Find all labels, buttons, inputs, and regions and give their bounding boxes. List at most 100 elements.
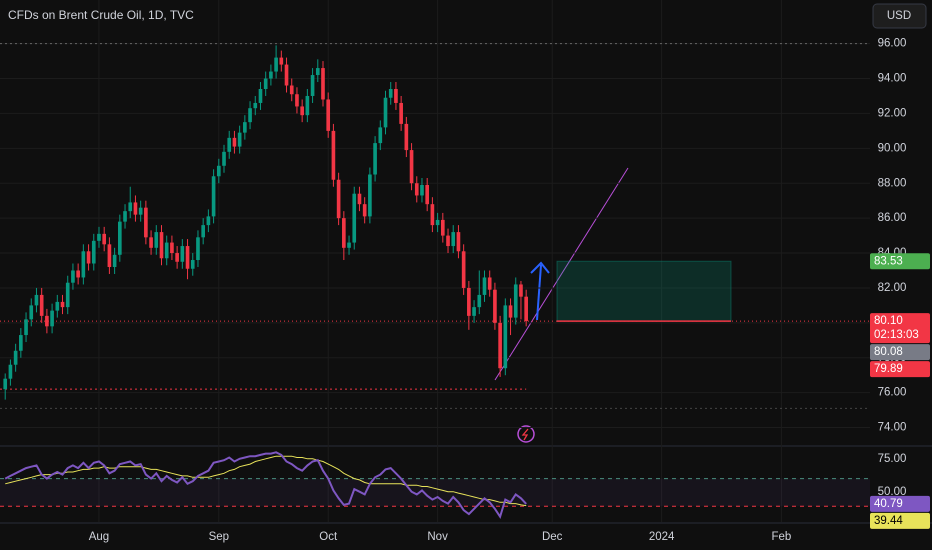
candle-body: [248, 108, 252, 123]
currency-label[interactable]: USD: [887, 10, 911, 22]
event-icon[interactable]: [517, 425, 535, 443]
candle-body: [232, 137, 237, 147]
candle-body: [440, 219, 445, 236]
candle-body: [487, 277, 492, 290]
y-tick-label: 92.00: [878, 107, 907, 119]
candle-body: [274, 57, 278, 72]
candle-body: [467, 287, 471, 316]
position-box: [556, 260, 732, 322]
candle-body: [519, 284, 523, 297]
candle-body: [149, 237, 153, 248]
candle-body: [175, 253, 179, 262]
candle-body: [508, 305, 513, 318]
candle-body: [498, 322, 502, 369]
candle-body: [180, 246, 185, 262]
candle-body: [383, 97, 388, 128]
arrow-head: [530, 261, 550, 274]
rsi-ma_values: [5, 455, 527, 507]
candle-body: [128, 202, 133, 212]
candle-body: [315, 68, 320, 76]
price-tag: [870, 495, 930, 512]
candle-body: [243, 122, 247, 133]
candle-body: [97, 233, 101, 241]
candle-body: [305, 95, 310, 116]
candle-body: [347, 242, 351, 248]
candle-body: [81, 251, 86, 278]
candle-body: [326, 99, 331, 131]
price-tag-label: 39.44: [874, 515, 903, 527]
candle-body: [159, 232, 164, 259]
price-tag-label: 83.53: [874, 255, 903, 267]
candle-body: [430, 204, 435, 226]
candle-body: [362, 204, 367, 217]
candle-body: [71, 270, 75, 283]
candle-body: [60, 301, 65, 308]
price-tag: [870, 344, 930, 361]
x-tick-label: Sep: [209, 531, 229, 543]
candle-body: [321, 68, 325, 100]
price-tag-label: 40.79: [874, 498, 903, 510]
price-tag: [870, 253, 930, 270]
candle-body: [446, 235, 450, 247]
price-tag-label: 80.10: [874, 315, 903, 327]
x-tick-label: Dec: [542, 531, 563, 543]
chart-title: CFDs on Brent Crude Oil, 1D, TVC: [8, 8, 194, 22]
candle-body: [503, 305, 508, 369]
candle-body: [373, 143, 377, 175]
candle-body: [284, 64, 289, 86]
candle-body: [45, 315, 49, 327]
candle-body: [409, 150, 414, 184]
candle-body: [368, 174, 372, 217]
candle-body: [39, 294, 44, 316]
y-tick-label: 90.00: [878, 142, 907, 154]
candle-body: [144, 207, 148, 238]
candle-body: [102, 233, 107, 245]
y-tick-label: 74.00: [878, 422, 907, 434]
candle-body: [50, 310, 54, 327]
arrow-shaft: [536, 264, 542, 321]
x-tick-label: Nov: [427, 531, 448, 543]
candle-body: [357, 193, 362, 205]
rsi-tick-label: 50.00: [878, 486, 907, 498]
candle-body: [34, 294, 39, 306]
rsi-values: [4, 451, 527, 520]
x-tick-label: Oct: [319, 531, 338, 543]
candle-body: [258, 89, 263, 103]
candle-body: [112, 254, 117, 267]
candle-body: [164, 242, 169, 259]
candle-body: [399, 102, 403, 124]
candle-body: [13, 350, 18, 365]
candle-body: [279, 57, 284, 65]
price-tag-countdown: 02:13:03: [874, 329, 919, 341]
candle-body: [524, 296, 528, 322]
candle-body: [8, 364, 13, 379]
y-tick-label: 96.00: [878, 38, 907, 50]
candle-body: [227, 137, 232, 152]
candle-body: [185, 246, 190, 269]
x-tick-label: Aug: [89, 531, 109, 543]
candle-body: [76, 270, 80, 278]
candle-body: [404, 123, 409, 151]
candle-body: [3, 378, 8, 390]
candle-body: [269, 71, 273, 79]
candle-body: [300, 106, 304, 116]
y-tick-label: 94.00: [878, 73, 907, 85]
candle-body: [154, 232, 159, 248]
x-tick-label: Feb: [772, 531, 792, 543]
currency-button[interactable]: [872, 3, 927, 29]
price-tag-label: 80.08: [874, 346, 903, 358]
candle-body: [378, 127, 383, 144]
candle-body: [65, 282, 70, 308]
candle-body: [206, 216, 211, 226]
candle-body: [24, 319, 28, 336]
rsi-band: [0, 478, 870, 507]
y-tick-label: 88.00: [878, 177, 907, 189]
candle-body: [477, 294, 482, 308]
candle-body: [435, 219, 440, 226]
candle-body: [289, 85, 294, 95]
candle-body: [493, 289, 497, 323]
candle-body: [138, 207, 143, 215]
